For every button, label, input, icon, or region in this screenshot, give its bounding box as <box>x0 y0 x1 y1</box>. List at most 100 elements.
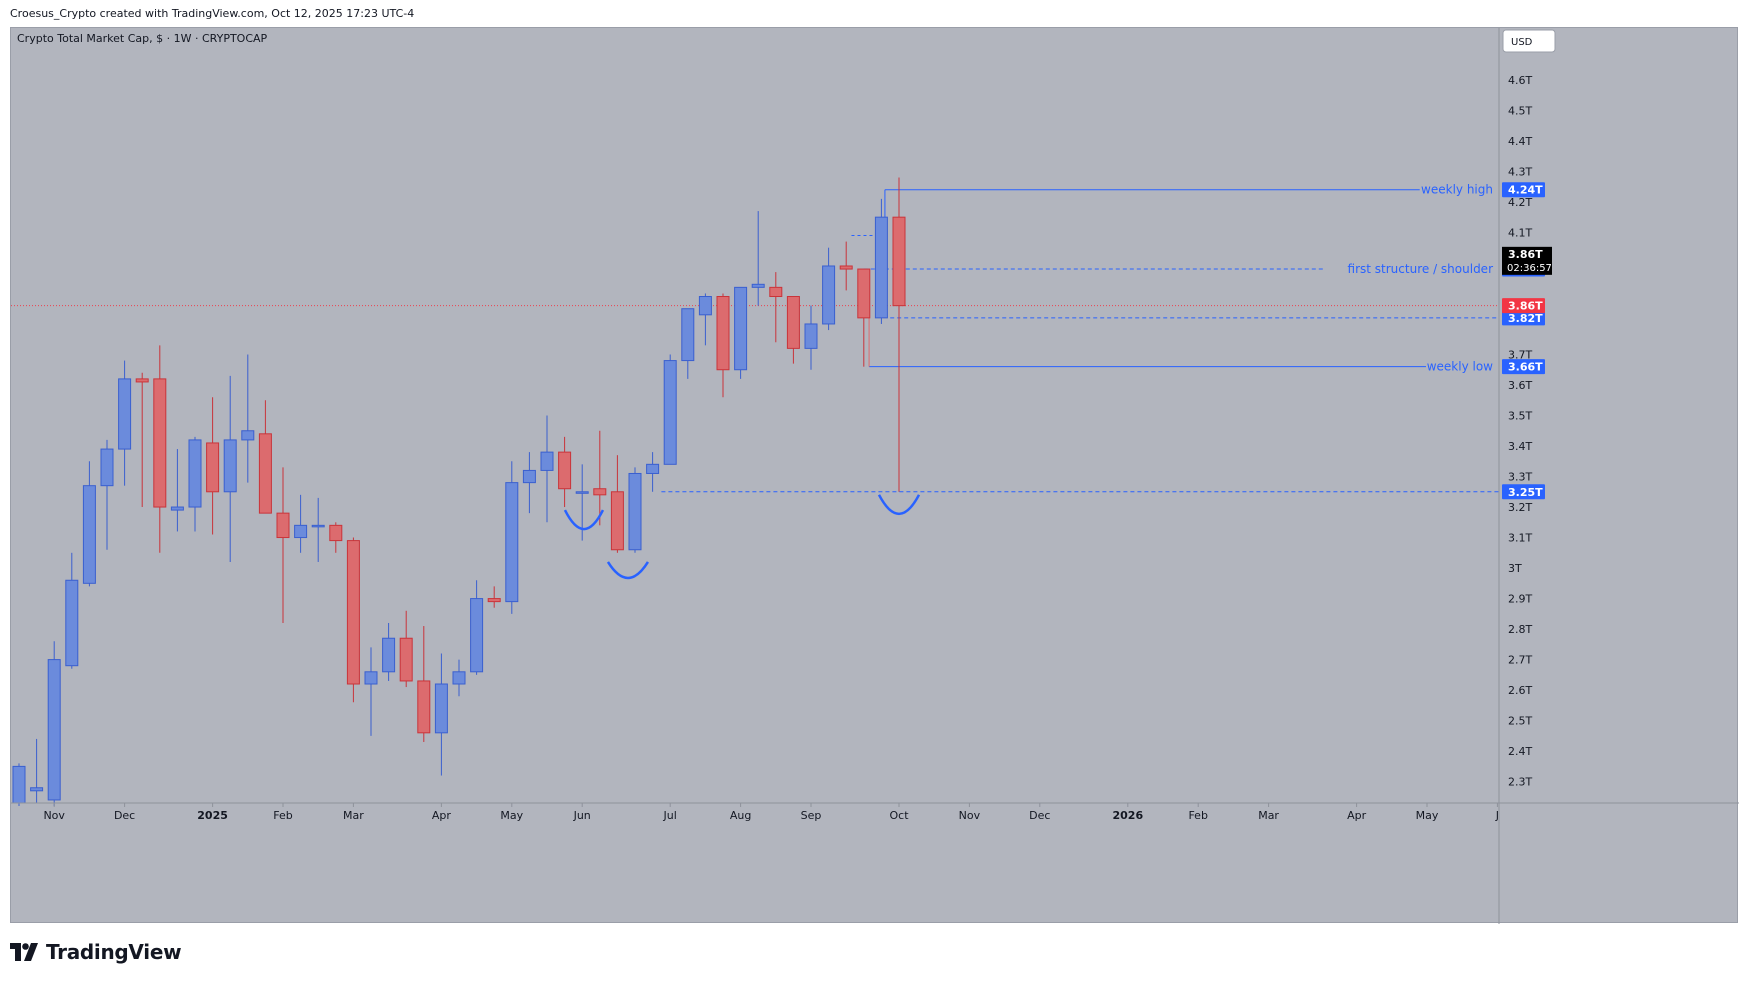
countdown-timer: 02:36:57 <box>1507 263 1552 274</box>
price-badge-3[interactable]: 3.66T <box>1502 359 1545 375</box>
candle-3[interactable] <box>65 552 79 669</box>
x-tick-label-8: Jul <box>663 809 677 822</box>
candle-6[interactable] <box>118 360 132 486</box>
candle-0[interactable] <box>12 763 26 807</box>
candle-4[interactable] <box>82 461 96 587</box>
candle-30[interactable] <box>540 415 554 523</box>
current-price-badge[interactable]: 3.86T <box>1502 298 1545 314</box>
price-badge-2-bg <box>1502 310 1545 326</box>
candle-7[interactable] <box>135 372 149 508</box>
candle-27[interactable] <box>487 586 501 608</box>
chart-panel[interactable]: weekly high first structure / shoulder wee… <box>10 27 1739 924</box>
x-tick-label-7: Jun <box>573 809 591 822</box>
candle-11[interactable] <box>206 397 220 535</box>
candle-17[interactable] <box>311 497 325 562</box>
candle-8[interactable] <box>153 345 167 553</box>
candle-50[interactable] <box>892 177 906 492</box>
candle-46[interactable] <box>822 247 836 331</box>
y-tick-label-0: 4.6T <box>1508 74 1532 87</box>
candle-49[interactable] <box>874 198 888 324</box>
chart-attribution: Croesus_Crypto created with TradingView.… <box>10 7 415 20</box>
candle-26[interactable] <box>470 580 484 675</box>
candle-body-43 <box>769 286 783 298</box>
currency-button[interactable]: USD <box>1502 29 1556 53</box>
candle-29[interactable] <box>522 452 536 514</box>
price-badge-3-label: 3.66T <box>1508 361 1543 374</box>
candle-body-37 <box>663 360 677 465</box>
candle-body-23 <box>417 680 431 734</box>
candle-38[interactable] <box>681 308 695 379</box>
candle-22[interactable] <box>399 610 413 688</box>
y-tick-label-16: 2.7T <box>1508 654 1532 667</box>
candle-28[interactable] <box>505 461 519 614</box>
candle-13[interactable] <box>241 354 255 483</box>
x-tick-label-17: Apr <box>1347 809 1367 822</box>
candle-body-11 <box>206 442 220 493</box>
price-badge-4-bg <box>1502 484 1545 500</box>
candle-40[interactable] <box>716 293 730 398</box>
candle-10[interactable] <box>188 436 202 532</box>
candle-body-25 <box>452 671 466 685</box>
price-badge-4-label: 3.25T <box>1508 486 1543 499</box>
x-tick-label-0: Nov <box>43 809 65 822</box>
candle-24[interactable] <box>434 653 448 776</box>
candle-12[interactable] <box>223 375 237 562</box>
candle-31[interactable] <box>558 436 572 508</box>
candle-18[interactable] <box>329 522 343 553</box>
candle-41[interactable] <box>734 286 748 379</box>
candle-16[interactable] <box>294 494 308 553</box>
candle-34[interactable] <box>610 455 624 553</box>
candle-body-3 <box>65 579 79 667</box>
candle-1[interactable] <box>30 738 44 803</box>
candle-35[interactable] <box>628 467 642 553</box>
curve-annotation-3 <box>877 494 921 515</box>
candle-33[interactable] <box>593 430 607 526</box>
candle-body-15 <box>276 512 290 539</box>
candle-9[interactable] <box>170 449 184 532</box>
price-badge-4[interactable]: 3.25T <box>1502 484 1545 500</box>
candle-19[interactable] <box>346 537 360 703</box>
candle-body-47 <box>839 265 853 270</box>
candle-5[interactable] <box>100 439 114 550</box>
candle-15[interactable] <box>276 467 290 623</box>
candle-43[interactable] <box>769 272 783 343</box>
candle-body-39 <box>698 296 712 316</box>
candle-21[interactable] <box>382 622 396 681</box>
candle-45[interactable] <box>804 305 818 370</box>
candle-20[interactable] <box>364 647 378 736</box>
level-note-1: first structure / shoulder <box>1348 262 1494 276</box>
x-tick-label-6: May <box>500 809 523 822</box>
x-tick-label-12: Nov <box>959 809 981 822</box>
candle-2[interactable] <box>47 641 61 807</box>
candle-body-50 <box>892 216 906 307</box>
candle-42[interactable] <box>751 211 765 306</box>
candle-body-12 <box>223 439 237 493</box>
candle-body-29 <box>522 469 536 484</box>
candle-48[interactable] <box>857 268 871 367</box>
candle-44[interactable] <box>786 296 800 364</box>
currency-button-bg <box>1502 29 1556 53</box>
candlestick-chart[interactable]: weekly high first structure / shoulder wee… <box>11 28 1739 924</box>
candle-body-35 <box>628 472 642 551</box>
price-badge-2[interactable]: 3.82T <box>1502 310 1545 326</box>
x-tick-label-14: 2026 <box>1112 809 1143 822</box>
candle-39[interactable] <box>698 293 712 346</box>
currency-button-label: USD <box>1511 37 1533 48</box>
candle-36[interactable] <box>646 452 660 492</box>
candle-47[interactable] <box>839 241 853 291</box>
x-tick-label-10: Sep <box>801 809 822 822</box>
price-badge-0[interactable]: 4.24T <box>1502 182 1545 198</box>
candle-25[interactable] <box>452 659 466 697</box>
tradingview-logo[interactable]: TradingView <box>10 940 182 964</box>
candle-37[interactable] <box>663 354 677 465</box>
y-tick-label-2: 4.4T <box>1508 135 1532 148</box>
x-tick-label-5: Apr <box>432 809 452 822</box>
y-tick-label-10: 3.3T <box>1508 471 1532 484</box>
candle-body-24 <box>434 683 448 734</box>
candle-23[interactable] <box>417 626 431 742</box>
candle-body-17 <box>311 524 325 528</box>
candle-body-20 <box>364 671 378 685</box>
candle-14[interactable] <box>258 400 272 514</box>
countdown-price: 3.86T <box>1508 248 1543 261</box>
chart-title: Crypto Total Market Cap, $ · 1W · CRYPTO… <box>17 32 268 45</box>
